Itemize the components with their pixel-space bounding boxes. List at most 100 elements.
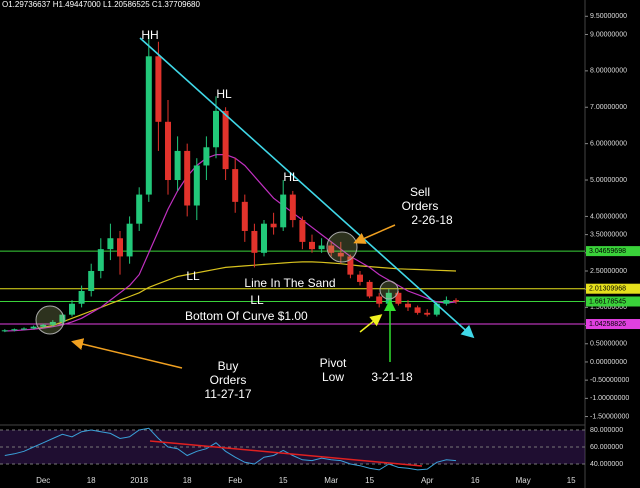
level-box [586,319,640,330]
drawings [35,37,475,467]
moving-average [4,154,457,332]
rsi-line [4,427,457,471]
candle-body [251,230,258,253]
level-box [586,283,640,294]
candle-body [40,324,47,327]
x-tick-label: 15 [567,476,576,485]
arrow [359,314,383,333]
trendline [139,37,475,339]
x-tick-label: May [516,476,531,485]
y-tick-label: 60.000000 [590,444,623,451]
candle-body [424,312,431,315]
level-label: 1.66178545 [589,298,626,305]
candle-body [376,296,383,304]
y-tick-label: -1.50000000 [590,413,629,420]
y-tick-label: 6.00000000 [590,140,627,147]
annotation: LL [250,293,264,307]
candle-body [213,110,219,148]
x-tick-label: 2018 [130,476,148,485]
annotation: Pivot [320,356,347,370]
candle-body [222,110,229,170]
candle-body [107,238,114,250]
annotation: LL [186,269,200,283]
annotation: Orders [210,373,247,387]
y-tick-label: 1.50000000 [590,304,627,311]
x-tick-label: Feb [228,476,242,485]
circle-marker [35,305,65,335]
candle-body [193,165,200,206]
candle-body [30,326,37,329]
candle-body [405,303,411,308]
candle-body [280,194,287,228]
candle-body [117,238,123,257]
y-tick-label: 8.00000000 [590,68,627,75]
y-tick-label: 0.00000000 [590,359,627,366]
circle-marker [379,280,399,300]
candle-body [1,330,8,332]
level-label: 3.04659698 [589,248,626,255]
level-box [586,246,640,257]
candle-body [126,223,133,257]
candle-body [21,328,27,330]
x-tick-label: Mar [324,476,338,485]
candle-body [232,169,239,202]
annotation: HH [141,28,158,42]
y-tick-label: 4.00000000 [590,213,627,220]
y-tick-label: -1.00000000 [590,395,629,402]
candle-body [270,223,277,228]
y-tick-label: 9.50000000 [590,13,627,20]
candle-body [414,307,421,313]
annotation: 11-27-17 [204,387,251,401]
candle-body [357,274,363,282]
rsi-trendline [149,440,423,467]
y-tick-label: 3.50000000 [590,231,627,238]
candle-body [78,291,85,304]
candle-body [203,147,210,166]
candle-body [145,56,152,195]
y-tick-label: 40.000000 [590,461,623,468]
y-tick-label: 7.00000000 [590,104,627,111]
level-label: 1.04258826 [589,321,626,328]
y-tick-label: -0.50000000 [590,377,629,384]
x-tick-label: Dec [36,476,50,485]
y-tick-label: 0.50000000 [590,341,627,348]
candle-body [433,303,440,315]
annotation: Orders [402,199,439,213]
annotation: 2-26-18 [411,213,453,227]
level-box [586,296,640,307]
y-tick-label: 80.000000 [590,427,623,434]
y-tick-label: 5.00000000 [590,177,627,184]
candle-body [59,314,66,322]
annotation: HL [216,87,232,101]
y-tick-label: 9.00000000 [590,31,627,38]
candle-body [347,256,354,275]
x-tick-label: 18 [87,476,96,485]
candle-body [241,201,248,231]
candle-body [299,220,306,242]
candle-body [366,281,373,297]
arrow [71,338,183,369]
moving-average [33,261,457,330]
annotation: HL [283,170,299,184]
candle-body [328,245,335,253]
candle-body [309,241,315,250]
annotation: Line In The Sand [244,276,335,290]
candle-body [261,223,267,253]
candle-body [88,270,95,292]
x-tick-label: Apr [421,476,434,485]
candle-body [453,300,459,302]
candle-body [11,329,18,331]
y-tick-label: 2.50000000 [590,268,627,275]
candle-body [174,150,181,181]
x-tick-label: 16 [471,476,480,485]
arrow [353,224,396,244]
annotation: Sell [410,185,430,199]
candle-body [69,303,75,315]
candle-body [337,252,344,257]
candle-body [97,249,104,271]
annotation: 3-21-18 [371,370,413,384]
plot: 9.50000000 9.00000000 8.00000000 7.00000000… [0,13,640,485]
annotation: Bottom Of Curve $1.00 [185,309,308,323]
